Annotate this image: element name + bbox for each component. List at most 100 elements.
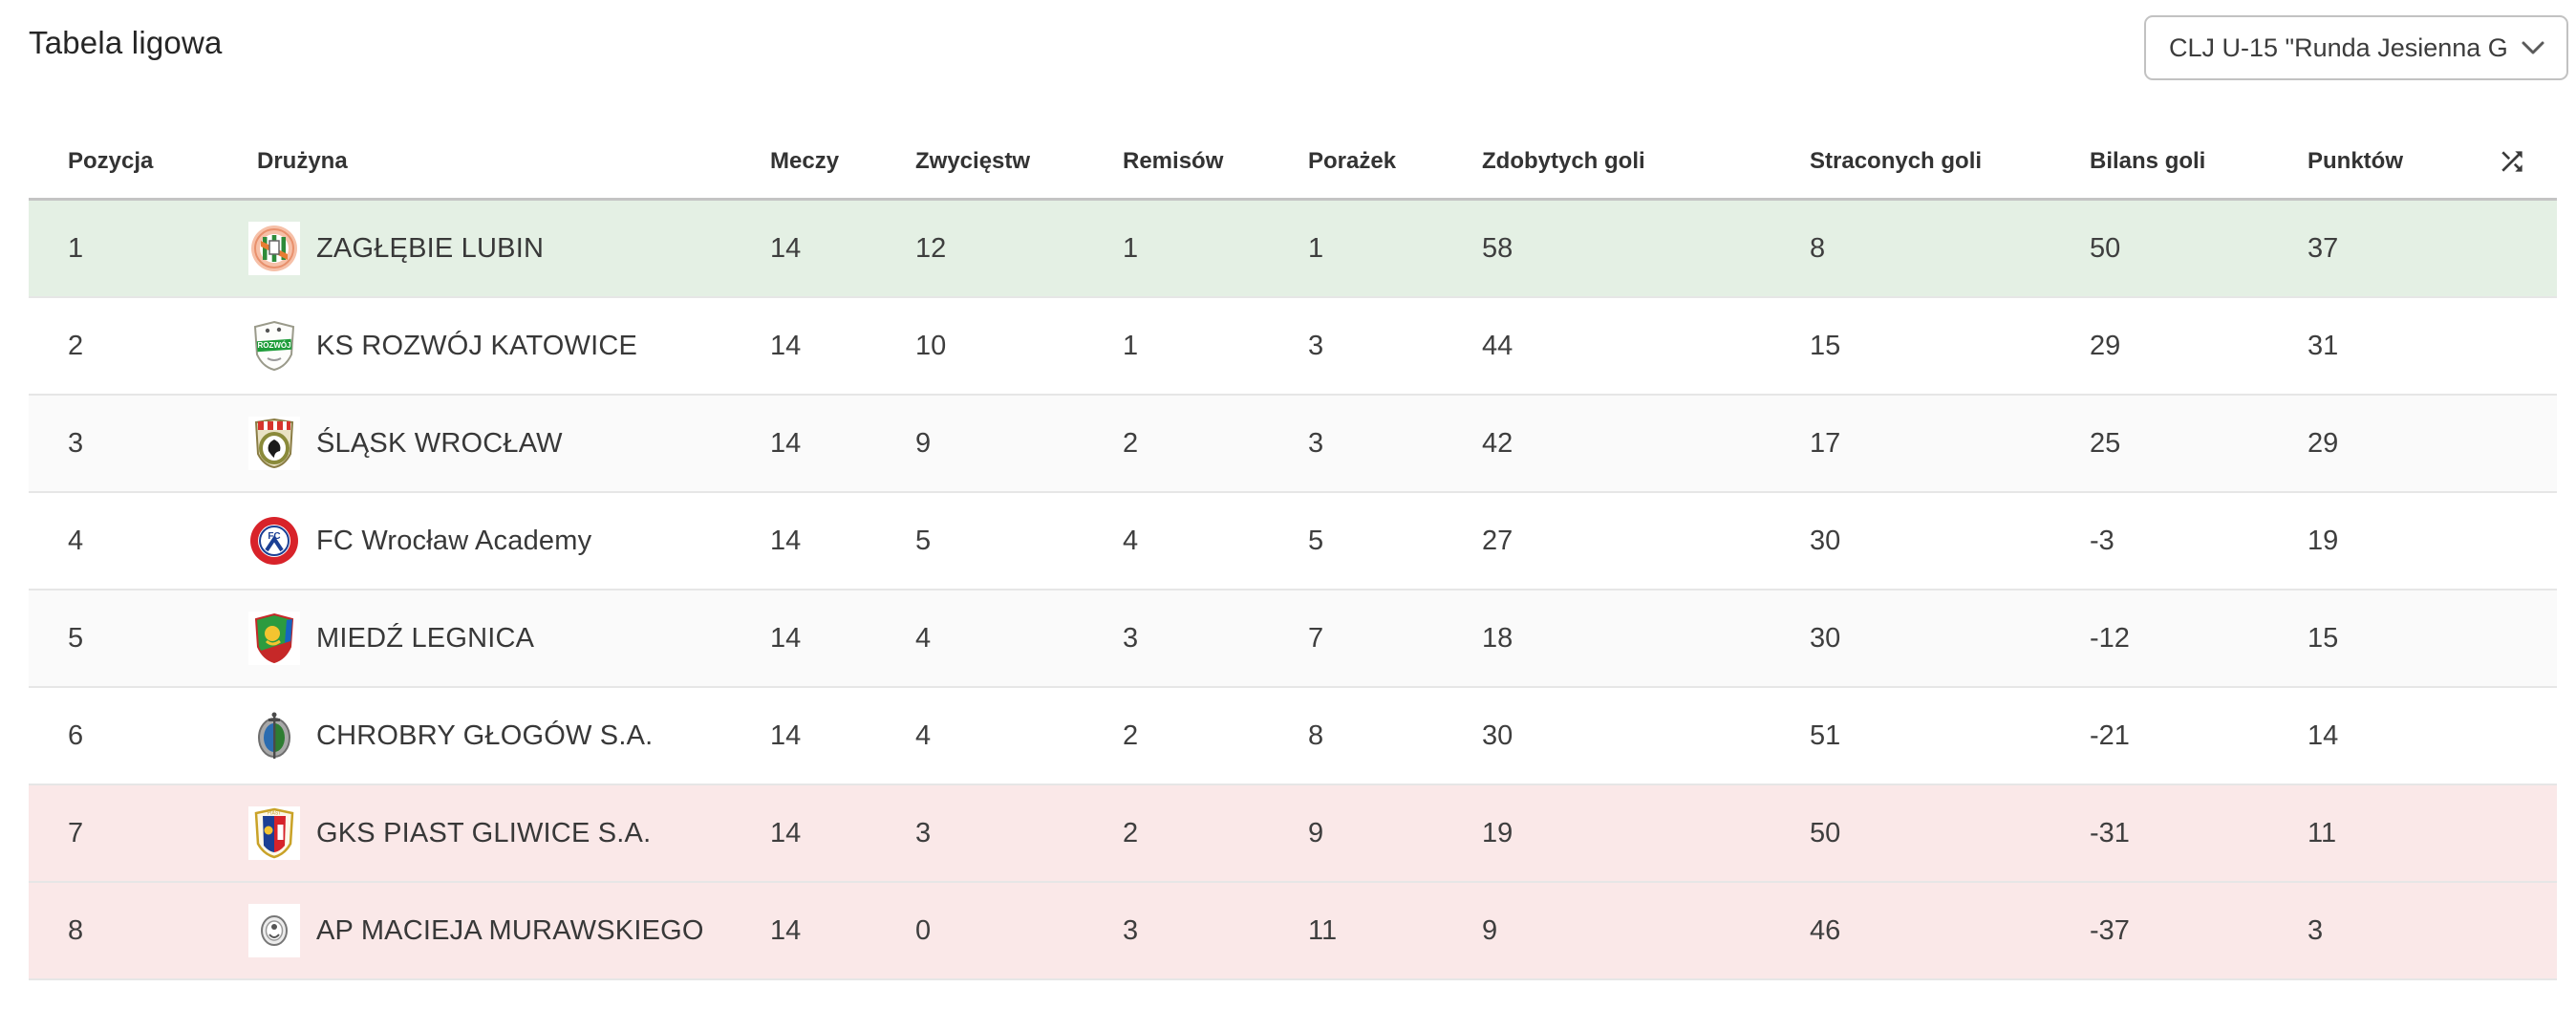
- team-name: CHROBRY GŁOGÓW S.A.: [316, 719, 654, 751]
- table-row[interactable]: 5 MIEDŹ LEGNICA 14 4 3 7 18 30 -12 15: [29, 590, 2557, 688]
- draws-value: 3: [1123, 622, 1139, 654]
- matches-value: 14: [770, 817, 802, 848]
- team-name: AP MACIEJA MURAWSKIEGO: [316, 914, 704, 946]
- losses-value: 5: [1308, 525, 1324, 556]
- goal_balance-value: 29: [2090, 330, 2121, 361]
- points-value: 14: [2308, 719, 2339, 751]
- points-value: 31: [2308, 330, 2339, 361]
- rozwoj-katowice-crest-icon: ROZWÓJ: [248, 319, 300, 373]
- team-name: FC Wrocław Academy: [316, 525, 592, 556]
- points-value: 29: [2308, 427, 2339, 459]
- goals_for-value: 19: [1482, 817, 1513, 848]
- goals_against-value: 15: [1810, 330, 1841, 361]
- matches-value: 14: [770, 622, 802, 654]
- losses-value: 7: [1308, 622, 1324, 654]
- table-row[interactable]: 7 PIAST GKS PIAST GLIWICE S.A. 14 3 2 9 19 50 -31…: [29, 785, 2557, 883]
- losses-value: 8: [1308, 719, 1324, 751]
- table-row[interactable]: 4 FC FC Wrocław Academy 14 5 4 5 27 30 -3 19: [29, 493, 2557, 590]
- svg-text:ROZWÓJ: ROZWÓJ: [257, 341, 290, 350]
- team-cell: ZAGŁĘBIE LUBIN: [248, 222, 770, 275]
- position-value: 3: [68, 427, 84, 459]
- zaglebie-lubin-crest-icon: [248, 222, 300, 275]
- matches-value: 14: [770, 525, 802, 556]
- page-title: Tabela ligowa: [29, 25, 223, 60]
- points-value: 37: [2308, 232, 2339, 264]
- goal_balance-value: -12: [2090, 622, 2130, 654]
- chrobry-glogow-crest-icon: [248, 709, 300, 762]
- table-row[interactable]: 6 CHROBRY GŁOGÓW S.A. 14 4 2 8 30 51 -21 14: [29, 688, 2557, 785]
- column-header-4: Remisów: [1123, 147, 1224, 174]
- column-header-6: Zdobytych goli: [1482, 147, 1645, 174]
- column-header-3: Zwycięstw: [915, 147, 1031, 174]
- table-row[interactable]: 2 ROZWÓJ KS ROZWÓJ KATOWICE 14 10 1 3 44 15 29 31: [29, 298, 2557, 396]
- position-value: 1: [68, 232, 84, 264]
- matches-value: 14: [770, 232, 802, 264]
- team-cell: ROZWÓJ KS ROZWÓJ KATOWICE: [248, 319, 770, 373]
- wins-value: 4: [915, 719, 932, 751]
- column-header-1: Drużyna: [257, 147, 348, 174]
- column-header-0: Pozycja: [68, 147, 154, 174]
- piast-gliwice-crest-icon: PIAST: [248, 806, 300, 860]
- team-cell: MIEDŹ LEGNICA: [248, 612, 770, 665]
- matches-value: 14: [770, 914, 802, 946]
- miedz-legnica-crest-icon: [248, 612, 300, 665]
- wins-value: 9: [915, 427, 932, 459]
- position-value: 6: [68, 719, 84, 751]
- goal_balance-value: -21: [2090, 719, 2130, 751]
- column-header-5: Porażek: [1308, 147, 1397, 174]
- wins-value: 0: [915, 914, 932, 946]
- goals_against-value: 30: [1810, 525, 1841, 556]
- column-header-9: Punktów: [2308, 147, 2403, 174]
- column-header-7: Straconych goli: [1810, 147, 1983, 174]
- team-cell: PIAST GKS PIAST GLIWICE S.A.: [248, 806, 770, 860]
- draws-value: 4: [1123, 525, 1139, 556]
- points-value: 15: [2308, 622, 2339, 654]
- league-table: Pozycja Drużyna Meczy Zwycięstw Remisów Poraż…: [29, 124, 2557, 980]
- ap-macieja-murawskiego-crest-icon: [248, 904, 300, 957]
- league-select-value: CLJ U-15 "Runda Jesienna G…: [2169, 32, 2507, 62]
- table-row[interactable]: 1 ZAGŁĘBIE LUBIN 14 12 1 1 58 8 50 37: [29, 201, 2557, 298]
- losses-value: 3: [1308, 427, 1324, 459]
- goals_for-value: 58: [1482, 232, 1513, 264]
- points-value: 19: [2308, 525, 2339, 556]
- matches-value: 14: [770, 330, 802, 361]
- table-row[interactable]: 3 ŚLĄSK WROCŁAW 14 9 2 3 42 17 25 29: [29, 396, 2557, 493]
- points-value: 3: [2308, 914, 2324, 946]
- wins-value: 3: [915, 817, 932, 848]
- draws-value: 1: [1123, 330, 1139, 361]
- losses-value: 3: [1308, 330, 1324, 361]
- position-value: 7: [68, 817, 84, 848]
- svg-text:PIAST: PIAST: [268, 811, 281, 817]
- losses-value: 11: [1308, 914, 1338, 946]
- column-header-8: Bilans goli: [2090, 147, 2206, 174]
- league-select-dropdown[interactable]: CLJ U-15 "Runda Jesienna G…: [2144, 15, 2568, 80]
- slask-wroclaw-crest-icon: [248, 417, 300, 470]
- team-name: GKS PIAST GLIWICE S.A.: [316, 817, 652, 848]
- team-cell: AP MACIEJA MURAWSKIEGO: [248, 904, 770, 957]
- position-value: 5: [68, 622, 84, 654]
- goals_for-value: 9: [1482, 914, 1498, 946]
- fc-wroclaw-academy-crest-icon: FC: [248, 514, 300, 568]
- losses-value: 9: [1308, 817, 1324, 848]
- goals_against-value: 50: [1810, 817, 1841, 848]
- team-name: MIEDŹ LEGNICA: [316, 622, 535, 654]
- goals_against-value: 51: [1810, 719, 1841, 751]
- wins-value: 5: [915, 525, 932, 556]
- draws-value: 2: [1123, 817, 1139, 848]
- team-cell: CHROBRY GŁOGÓW S.A.: [248, 709, 770, 762]
- team-cell: ŚLĄSK WROCŁAW: [248, 417, 770, 470]
- team-cell: FC FC Wrocław Academy: [248, 514, 770, 568]
- points-value: 11: [2308, 817, 2337, 848]
- goals_for-value: 42: [1482, 427, 1513, 459]
- team-name: ŚLĄSK WROCŁAW: [316, 427, 563, 459]
- goals_against-value: 46: [1810, 914, 1841, 946]
- draws-value: 2: [1123, 719, 1139, 751]
- goals_for-value: 27: [1482, 525, 1513, 556]
- shuffle-icon[interactable]: [2497, 146, 2557, 177]
- goal_balance-value: 50: [2090, 232, 2121, 264]
- wins-value: 12: [915, 232, 947, 264]
- matches-value: 14: [770, 719, 802, 751]
- table-row[interactable]: 8 AP MACIEJA MURAWSKIEGO 14 0 3 11 9 46 -37 3: [29, 883, 2557, 980]
- table-body: 1 ZAGŁĘBIE LUBIN 14 12 1 1 58 8 50 37 2 ROZWÓJ KS RO…: [29, 201, 2557, 980]
- chevron-down-icon: [2521, 40, 2545, 55]
